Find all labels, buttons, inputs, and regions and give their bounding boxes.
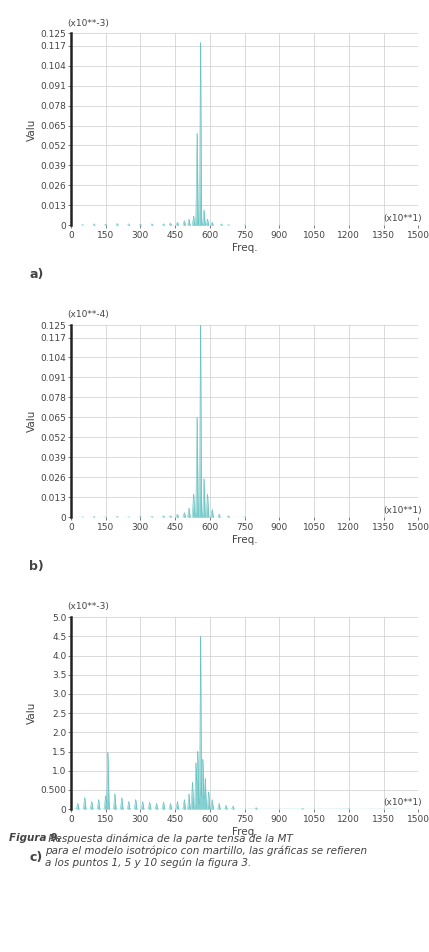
X-axis label: Freq.: Freq. <box>232 826 257 837</box>
Text: b): b) <box>29 560 44 572</box>
X-axis label: Freq.: Freq. <box>232 535 257 545</box>
Text: (x10**-4): (x10**-4) <box>67 310 109 320</box>
Text: (x10**1): (x10**1) <box>383 214 422 224</box>
Y-axis label: Valu: Valu <box>27 118 36 141</box>
Text: (x10**1): (x10**1) <box>383 506 422 515</box>
Text: Respuesta dinámica de la parte tensa de la MT
para el modelo isotrópico con mart: Respuesta dinámica de la parte tensa de … <box>45 833 367 868</box>
Text: c): c) <box>29 851 42 864</box>
X-axis label: Freq.: Freq. <box>232 243 257 252</box>
Text: (x10**-3): (x10**-3) <box>67 18 109 28</box>
Text: (x10**1): (x10**1) <box>383 799 422 807</box>
Y-axis label: Valu: Valu <box>27 702 36 724</box>
Text: (x10**-3): (x10**-3) <box>67 603 109 611</box>
Text: Figura 9.: Figura 9. <box>9 833 61 843</box>
Y-axis label: Valu: Valu <box>27 410 36 432</box>
Text: a): a) <box>29 268 43 281</box>
